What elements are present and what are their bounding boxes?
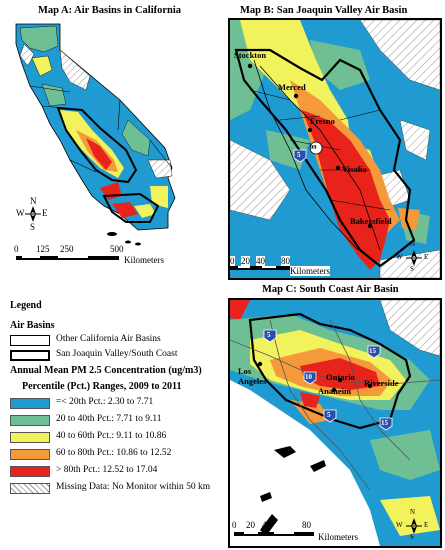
map-b-city-stockton: Stockton [234,50,267,60]
map-b-compass-n: N [410,240,416,248]
map-a: Map A: Air Basins in California [0,0,222,278]
map-c-south-coast-outline [248,312,412,430]
map-c-scale-bar [234,532,314,536]
compass-n: N [30,196,37,206]
map-c-city-riverside: Riverside [364,378,399,388]
legend-swatch-other-basins [10,335,50,346]
map-a-north-arrow [25,206,41,222]
map-b-city-visalia: Visalia [342,164,367,174]
map-c-scale-unit: Kilometers [318,532,358,542]
map-c-highway-5-south-shield [323,409,337,423]
map-b-scale-tick-2: 40 [256,256,265,266]
map-a-scale-tick-2: 250 [60,244,74,254]
legend-swatch-sjv-south-coast [10,350,50,361]
legend-basins-heading: Air Basins [10,320,55,331]
map-c-city-anaheim: Anaheim [318,386,352,396]
map-a-scale-bar [16,256,119,260]
map-a-scale-tick-0: 0 [14,244,19,254]
map-a-scale-tick-1: 125 [36,244,50,254]
legend-label-class-3: 40 to 60th Pct.: 9.11 to 10.86 [56,431,167,441]
map-c-compass-s: S [410,533,414,541]
legend-swatch-class-2 [10,415,50,426]
map-c-highway-5-north-label: 5 [267,331,271,339]
map-b-scale-tick-3: 80 [281,256,290,266]
legend-swatch-class-4 [10,449,50,460]
map-c-city-ontario: Ontario [326,372,355,382]
map-c-highway-15-north-shield [367,345,381,359]
legend-label-missing: Missing Data: No Monitor within 50 km [56,482,211,492]
map-b-highway-5-shield [293,149,307,163]
map-c: Los Angeles Ontario Anaheim Riverside 5 … [228,298,442,548]
map-c-highway-10-label: 10 [305,373,312,381]
legend-swatch-missing [10,483,50,494]
map-b-highway-99-shield [309,141,323,155]
map-c-title: Map C: South Coast Air Basin [262,284,399,295]
legend-label-class-1: =< 20th Pct.: 2.30 to 7.71 [56,397,154,407]
legend-percentile-heading: Percentile (Pct.) Ranges, 2009 to 2011 [22,381,182,392]
map-c-highway-5-north-shield [263,329,277,343]
map-b-city-bakersfield: Bakersfield [350,216,392,226]
legend-swatch-class-3 [10,432,50,443]
map-b-compass-w: W [396,253,403,261]
map-c-highway-5-south-label: 5 [327,411,331,419]
legend-heading: Legend [10,300,42,311]
map-b-compass-s: S [410,265,414,273]
compass-e: E [42,208,48,218]
legend: Legend Air Basins Other California Air B… [0,290,224,540]
map-b-north-arrow [406,250,422,266]
compass-s: S [30,222,36,232]
legend-label-sjv-south-coast: San Joaquin Valley/South Coast [56,349,178,359]
legend-swatch-class-5 [10,466,50,477]
map-b-city-merced: Merced [278,82,306,92]
california-state [15,23,176,231]
legend-label-class-4: 60 to 80th Pct.: 10.86 to 12.52 [56,448,172,458]
map-c-scale-tick-0: 0 [232,520,237,530]
map-b-highway-99-label: 99 [310,144,317,151]
map-a-title: Map A: Air Basins in California [38,5,182,16]
legend-label-class-5: > 80th Pct.: 12.52 to 17.04 [56,465,158,475]
map-a-scale-unit: Kilometers [124,255,164,265]
map-a-scale-tick-3: 500 [110,244,124,254]
map-a-south-coast-outline [102,192,160,223]
map-b-scale-unit: Kilometers [290,266,330,276]
map-a-california-map [15,23,176,260]
map-c-highway-10-shield [303,371,317,385]
map-b-sjv-outline [234,48,416,268]
map-b-compass-e: E [424,253,429,261]
map-c-north-arrow [406,518,422,534]
map-c-compass-w: W [396,521,403,529]
legend-pm-heading: Annual Mean PM 2.5 Concentration (ug/m3) [10,365,202,376]
map-c-city-los-angeles: Los Angeles [238,366,267,386]
legend-label-other-basins: Other California Air Basins [56,334,161,344]
legend-label-class-2: 20 to 40th Pct.: 7.71 to 9.11 [56,414,162,424]
map-c-highway-15-south-label: 15 [381,419,388,427]
map-c-scale-tick-1: 20 [246,520,255,530]
map-b-scale-bar [230,266,290,270]
map-c-highway-15-north-label: 15 [369,347,376,355]
map-c-scale-tick-3: 80 [302,520,311,530]
map-b-city-fresno: Fresno [310,116,335,126]
map-b-sjv-map [230,20,440,278]
map-b-highway-5-label: 5 [297,151,301,159]
map-b-scale-tick-0: 0 [230,256,235,266]
map-c-highway-15-south-shield [379,417,393,431]
map-a-sjv-outline [56,106,138,184]
legend-swatch-class-1 [10,398,50,409]
map-b-title: Map B: San Joaquin Valley Air Basin [240,5,408,16]
map-c-south-coast-map [230,300,440,546]
map-b-scale-tick-1: 20 [241,256,250,266]
map-c-scale-tick-2: 40 [262,520,271,530]
map-c-compass-n: N [410,508,416,516]
map-b: Stockton Merced Fresno Visalia Bakersfie… [228,18,442,280]
map-c-compass-e: E [424,521,429,529]
compass-w: W [16,208,25,218]
